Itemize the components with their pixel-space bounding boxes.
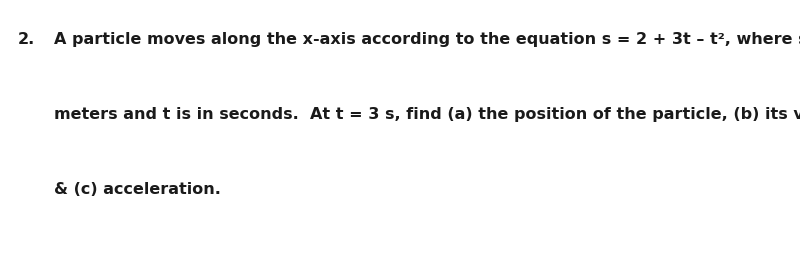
Text: & (c) acceleration.: & (c) acceleration. [54, 182, 222, 197]
Text: 2.: 2. [18, 32, 35, 47]
Text: meters and t is in seconds.  At t = 3 s, find (a) the position of the particle, : meters and t is in seconds. At t = 3 s, … [54, 107, 800, 122]
Text: A particle moves along the x-axis according to the equation s = 2 + 3t – t², whe: A particle moves along the x-axis accord… [54, 32, 800, 47]
